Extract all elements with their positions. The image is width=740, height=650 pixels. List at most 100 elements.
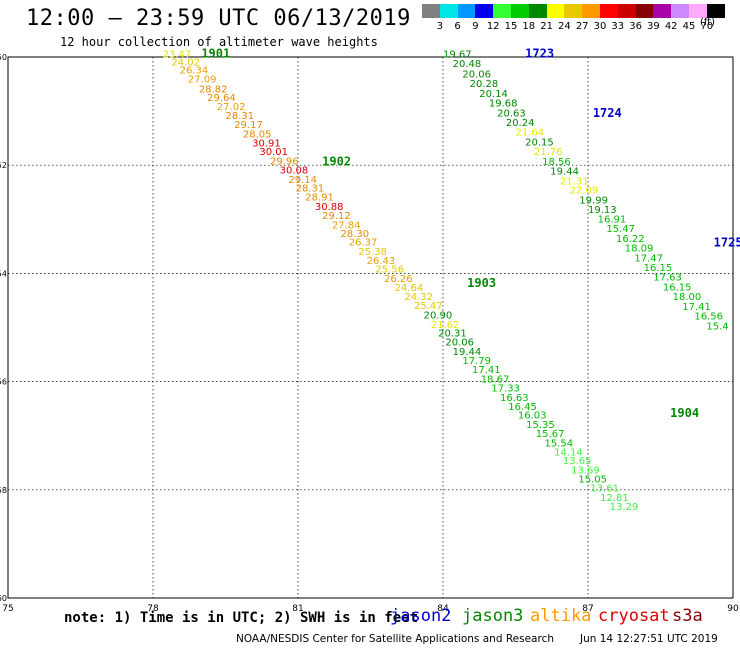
- swh-value: 29.96: [270, 156, 299, 167]
- legend-swatch: [511, 4, 529, 18]
- swh-value: 20.14: [479, 89, 508, 100]
- swh-value: 19.68: [489, 99, 518, 110]
- track-id-label: 1902: [322, 154, 351, 168]
- swh-value: 17.79: [462, 356, 491, 367]
- legend-swatch: [546, 4, 565, 18]
- swh-value: 16.15: [663, 282, 692, 293]
- swh-value: 28.82: [199, 84, 228, 95]
- swh-value: 28.31: [296, 183, 325, 194]
- swh-value: 20.24: [506, 118, 535, 129]
- swh-value: 16.03: [518, 411, 547, 422]
- swh-value: 12.81: [600, 493, 629, 504]
- swh-value: 15.54: [545, 438, 574, 449]
- legend-label: 15: [504, 21, 518, 32]
- y-tick-label: -50: [0, 53, 7, 62]
- footer-note: note: 1) Time is in UTC; 2) SWH is in fe…: [64, 610, 419, 626]
- swh-value: 18.67: [481, 374, 510, 385]
- swh-value: 16.22: [616, 234, 645, 245]
- x-tick-label: 81: [292, 604, 303, 614]
- y-tick-label: -56: [0, 378, 7, 387]
- swh-value: 17.41: [472, 365, 501, 376]
- x-tick-label: 87: [582, 604, 593, 614]
- swh-value: 20.15: [525, 137, 554, 148]
- swh-value: 28.31: [226, 111, 255, 122]
- swh-value: 29.14: [288, 175, 317, 186]
- swh-value: 17.63: [653, 273, 682, 284]
- swh-value: 19.44: [550, 167, 579, 178]
- swh-value: 26.34: [180, 66, 209, 77]
- swh-value: 25.38: [358, 247, 387, 258]
- swh-value: 24.32: [404, 292, 433, 303]
- map-frame: [7, 56, 734, 599]
- x-tick-label: 75: [2, 604, 13, 614]
- legend-swatch: [457, 4, 476, 18]
- swh-value: 28.30: [341, 229, 370, 240]
- swh-value: 15.4: [706, 321, 728, 332]
- legend-swatch: [493, 4, 511, 18]
- legend-swatch: [617, 4, 636, 18]
- satellite-altika: altika: [530, 606, 592, 626]
- swh-value: 27.02: [217, 102, 246, 113]
- map-subtitle: 12 hour collection of altimeter wave hei…: [60, 35, 378, 49]
- legend-label: 33: [611, 21, 625, 32]
- swh-value: 28.05: [243, 129, 272, 140]
- legend-label: 36: [629, 21, 642, 32]
- y-tick-label: -60: [0, 594, 7, 603]
- legend-swatch: [635, 4, 654, 18]
- swh-value: 21.62: [431, 320, 460, 331]
- swh-value: 20.48: [453, 59, 482, 70]
- swh-value: 16.45: [508, 402, 537, 413]
- legend-swatch: [422, 4, 440, 18]
- swh-value: 20.06: [445, 338, 474, 349]
- swh-value: 24.02: [171, 57, 200, 68]
- swh-value: 17.33: [491, 384, 520, 395]
- track-id-label: 1904: [670, 406, 699, 420]
- legend-swatch: [582, 4, 600, 18]
- track-id-label: 1724: [593, 106, 622, 120]
- legend-label: 12: [486, 21, 500, 32]
- swh-value: 26.26: [384, 274, 413, 285]
- swh-value: 21.31: [560, 176, 589, 187]
- x-tick-label: 90: [727, 604, 739, 614]
- legend-swatch: [706, 4, 725, 18]
- swh-value: 30.91: [252, 139, 281, 150]
- legend-label: 9: [472, 21, 479, 32]
- swh-value: 13.29: [610, 502, 639, 513]
- legend-swatch: [600, 4, 618, 18]
- swh-value: 16.15: [644, 263, 673, 274]
- track-id-label: 1903: [467, 276, 496, 290]
- track-id-label: 1901: [201, 46, 230, 60]
- legend-swatch: [439, 4, 458, 18]
- swh-value: 28.91: [305, 193, 334, 204]
- swh-value: 15.47: [606, 224, 635, 235]
- swh-value: 19.44: [453, 347, 482, 358]
- track-id-label: 1725: [714, 236, 740, 250]
- legend-swatch: [528, 4, 547, 18]
- track-id-label: 1723: [525, 46, 554, 60]
- legend-label: 18: [522, 21, 536, 32]
- satellite-s3a: s3a: [672, 606, 703, 626]
- legend-swatch: [653, 4, 672, 18]
- swh-value: 20.28: [470, 79, 499, 90]
- swh-value: 19.13: [588, 205, 617, 216]
- swh-value: 15.05: [578, 475, 607, 486]
- legend-unit: (ft): [700, 17, 716, 28]
- satellite-jason2: jason2: [390, 606, 452, 626]
- swh-value: 30.88: [315, 202, 344, 213]
- swh-value: 26.43: [367, 256, 396, 267]
- swh-value: 15.35: [526, 420, 555, 431]
- swh-value: 18.56: [542, 157, 571, 168]
- legend-label: 6: [454, 21, 461, 32]
- y-tick-label: -52: [0, 161, 7, 170]
- swh-value: 20.06: [462, 69, 491, 80]
- swh-value: 20.90: [424, 311, 453, 322]
- swh-value: 26.37: [349, 238, 378, 249]
- swh-value: 16.56: [694, 312, 723, 323]
- legend-label: 24: [558, 21, 571, 32]
- swh-value: 23.47: [163, 49, 192, 60]
- swh-value: 15.67: [536, 429, 565, 440]
- legend-swatch: [564, 4, 583, 18]
- swh-value: 16.91: [598, 214, 627, 225]
- legend-swatch: [689, 4, 707, 18]
